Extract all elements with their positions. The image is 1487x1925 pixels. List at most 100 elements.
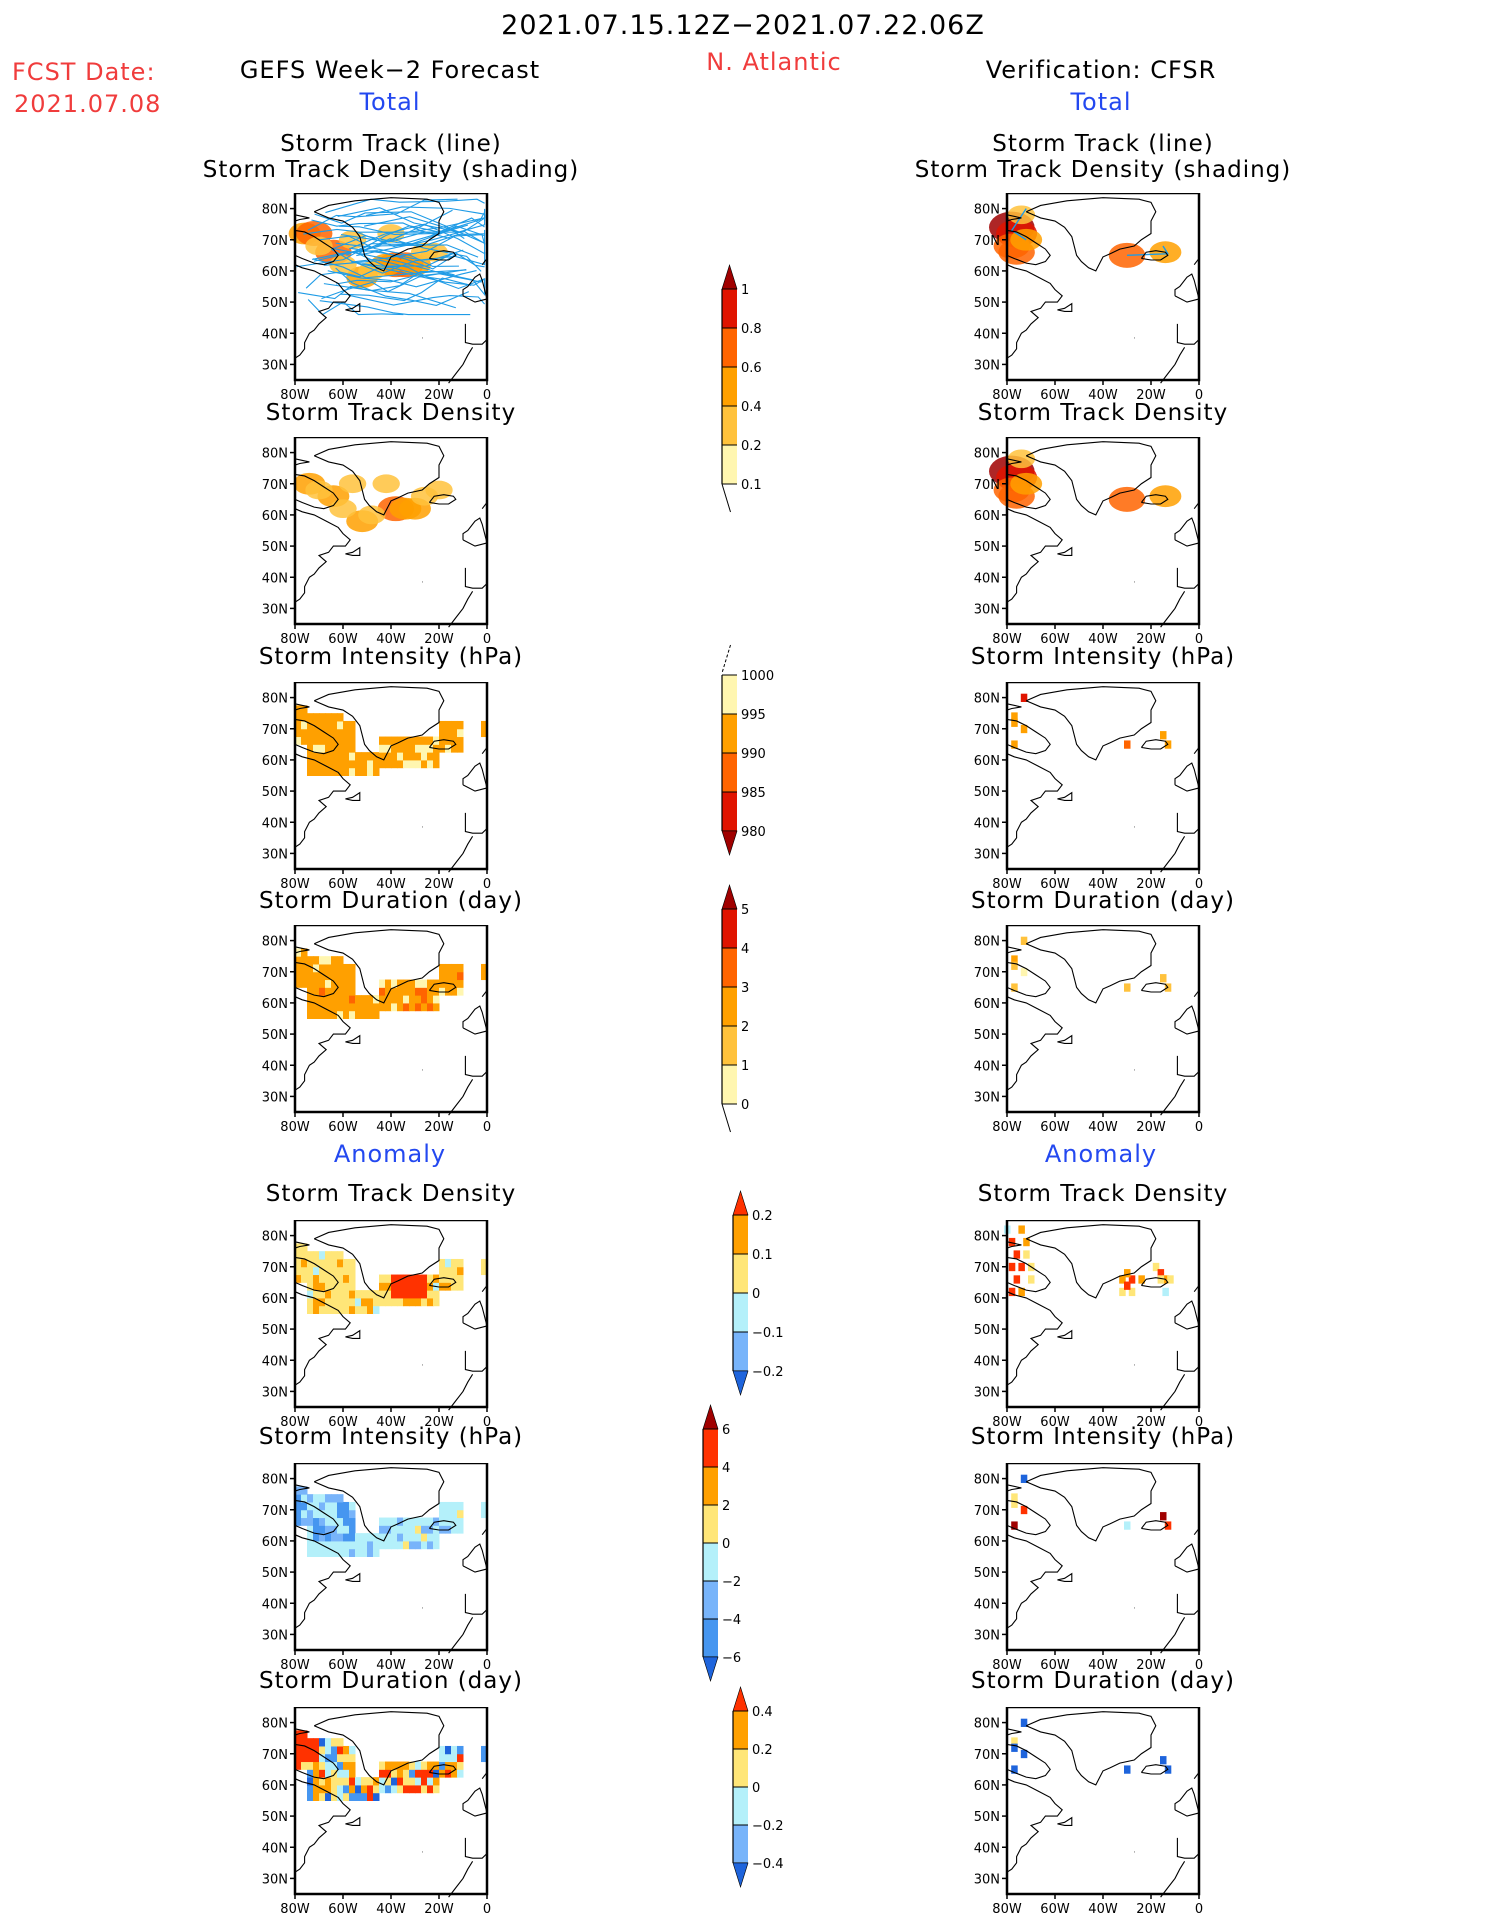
- heat-cell: [313, 1777, 320, 1786]
- colorbar-top-arrow: [732, 1189, 749, 1216]
- heat-cell: [1020, 1474, 1028, 1483]
- heat-cell: [403, 987, 410, 996]
- heat-cell: [415, 1282, 422, 1291]
- heat-cells: [1011, 1718, 1172, 1774]
- coastline: [1006, 1256, 1051, 1293]
- heat-cell: [325, 1494, 332, 1503]
- coastline: [294, 214, 310, 222]
- coastline: [1006, 753, 1063, 848]
- lon-tick-label: 60W: [1040, 1658, 1070, 1673]
- heat-cell: [307, 720, 314, 730]
- heat-cell: [325, 987, 332, 996]
- heat-cell: [295, 1494, 302, 1503]
- heat-cell: [367, 1290, 374, 1299]
- lat-tick-label: 60N: [262, 265, 288, 280]
- heat-cell: [1011, 1493, 1018, 1502]
- heat-cell: [385, 1517, 392, 1526]
- heat-cell: [343, 759, 350, 769]
- heat-cell: [355, 1305, 362, 1314]
- heat-cell: [457, 971, 464, 981]
- colorbar-segment: [703, 1505, 718, 1543]
- heat-cell: [1124, 1269, 1131, 1278]
- coastline: [345, 1816, 361, 1826]
- lon-tick-label: 0: [1195, 1658, 1203, 1673]
- heat-cell: [379, 1290, 386, 1299]
- coastline: [464, 1593, 488, 1615]
- lon-tick-label: 20W: [1136, 1902, 1166, 1917]
- density-blob: [338, 474, 367, 494]
- lon-tick-label: 60W: [1040, 388, 1070, 403]
- colorbar-label: 4: [722, 1461, 730, 1476]
- lat-tick-label: 50N: [262, 540, 288, 555]
- heat-cell: [457, 1517, 464, 1526]
- lat-tick-label: 80N: [262, 1230, 288, 1245]
- heat-cell: [343, 971, 350, 981]
- heat-cell: [397, 1517, 404, 1526]
- colorbar-label: 0.2: [752, 1209, 773, 1224]
- coastline: [294, 961, 339, 998]
- map-forecast-anom-density: 80N 70N 60N 50N 40N 30N 80W 60W 40W 20W 0: [262, 1220, 491, 1430]
- heat-cell: [343, 1777, 350, 1786]
- colorbar-label: 2: [741, 1020, 749, 1035]
- heat-cell: [1128, 1287, 1136, 1297]
- heat-cell: [403, 736, 410, 745]
- heat-cell: [295, 1738, 302, 1747]
- lon-tick-label: 0: [483, 632, 491, 647]
- colorbar-label: −2: [722, 1575, 741, 1590]
- heat-cell: [409, 1769, 416, 1778]
- map-frame: [1005, 1220, 1201, 1409]
- lat-tick-label: 50N: [262, 1566, 288, 1581]
- heat-cell: [451, 1501, 458, 1511]
- heat-cell: [427, 1784, 434, 1794]
- heat-cell: [313, 736, 320, 745]
- heat-cell: [1020, 936, 1028, 945]
- heat-cell: [403, 1777, 410, 1786]
- heat-cell: [379, 1282, 386, 1291]
- heat-cell: [307, 752, 314, 761]
- coastline: [1176, 812, 1200, 834]
- heat-cell: [313, 1501, 320, 1511]
- colorbar-segment: [722, 948, 737, 987]
- heat-cell: [307, 1548, 314, 1557]
- panel-title: Storm Intensity (hPa): [970, 644, 1236, 670]
- panel-title: Storm Duration (day): [259, 1668, 523, 1694]
- heat-cell: [439, 1266, 446, 1276]
- heat-cell: [307, 744, 314, 753]
- lat-tick-label: 60N: [262, 997, 288, 1012]
- heat-cell: [307, 1777, 314, 1786]
- heat-cell: [379, 1784, 386, 1794]
- lon-tick-label: 80W: [992, 877, 1022, 892]
- lat-tick-label: 30N: [262, 1385, 288, 1400]
- lat-tick-label: 50N: [974, 1566, 1000, 1581]
- heat-cell: [331, 979, 338, 988]
- heat-cell: [355, 767, 362, 776]
- heat-cell: [301, 736, 308, 745]
- heat-cell: [295, 728, 302, 738]
- heat-cell: [301, 713, 308, 722]
- lon-tick-label: 0: [1195, 1415, 1203, 1430]
- heat-cell: [319, 1738, 326, 1747]
- heat-cell: [409, 1274, 416, 1283]
- colorbar-segment: [722, 792, 737, 831]
- heat-cell: [367, 995, 374, 1004]
- map-forecast-track-density: 80N 70N 60N 50N 40N 30N 80W 60W 40W 20W 0: [262, 437, 491, 647]
- heat-cell: [313, 971, 320, 981]
- heat-cell: [1008, 1262, 1016, 1272]
- heat-cell: [367, 752, 374, 761]
- heat-cell: [301, 705, 308, 714]
- lat-tick-label: 60N: [262, 1535, 288, 1550]
- heat-cell: [331, 1501, 338, 1511]
- storm-track-line: [307, 198, 458, 231]
- heat-cell: [337, 728, 344, 738]
- colorbar-intensity: 1000 995 990 985 980: [721, 644, 774, 857]
- heat-cell: [451, 1769, 458, 1778]
- heat-cell: [1124, 1521, 1131, 1530]
- coastline: [1140, 494, 1169, 505]
- heat-cell: [1160, 1756, 1167, 1765]
- heat-cell: [355, 1777, 362, 1786]
- coastlines: [1006, 929, 1200, 1116]
- coastline: [464, 323, 488, 345]
- colorbar-anom_intensity: 6 4 2 0 −2 −4 −6: [702, 1403, 741, 1683]
- heat-cell: [331, 736, 338, 745]
- heat-cell: [337, 1305, 344, 1314]
